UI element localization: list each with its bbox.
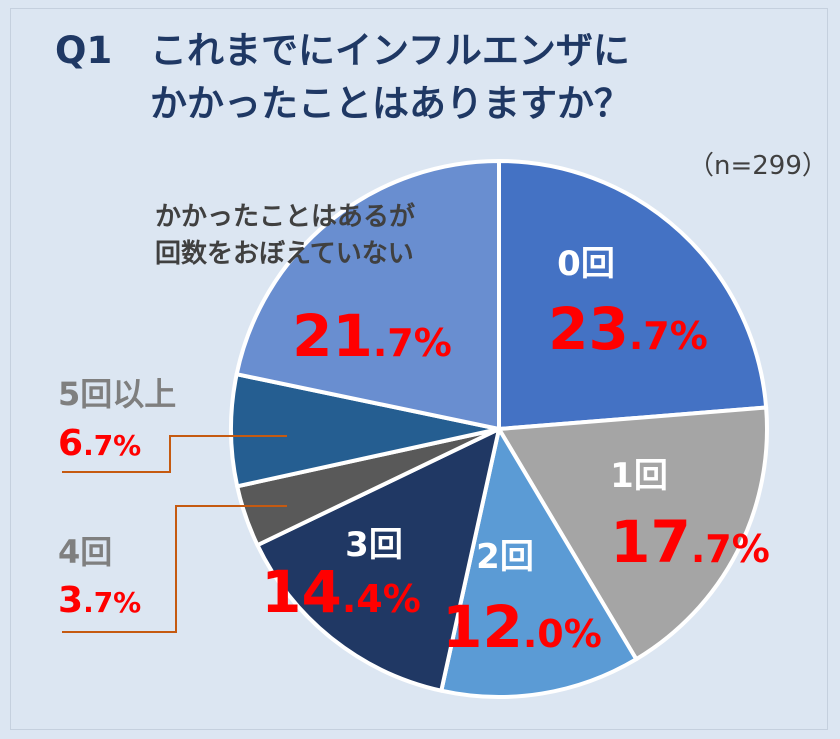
pie-slice-2 bbox=[439, 427, 639, 699]
slice-label-4: 4回 bbox=[58, 533, 112, 571]
slice-value-1: 17.7% bbox=[610, 508, 770, 576]
slice-label-3: 3回 bbox=[345, 525, 403, 565]
slice-value-0: 23.7% bbox=[548, 295, 708, 363]
slice-label-0: 0回 bbox=[557, 244, 615, 284]
slice-value-unknown: 21.7% bbox=[292, 302, 452, 370]
pie-slice-0 bbox=[497, 159, 769, 431]
pie-slice-1 bbox=[497, 405, 769, 662]
pie-slice-unknown bbox=[234, 159, 501, 431]
slice-value-2: 12.0% bbox=[442, 593, 602, 661]
slice-value-3: 14.4% bbox=[261, 558, 421, 626]
chart-title-line-2: かかったことはありますか？ bbox=[150, 82, 631, 125]
slice-label-5plus: 5回以上 bbox=[58, 375, 176, 413]
question-number: Q1 bbox=[55, 29, 113, 72]
pie-slice-5plus bbox=[229, 372, 501, 489]
card-frame bbox=[10, 8, 828, 730]
leader-line-5plus bbox=[62, 435, 287, 473]
slice-value-5plus: 6.7% bbox=[58, 423, 141, 464]
slice-label-2: 2回 bbox=[476, 537, 534, 577]
chart-title-line-1: これまでにインフルエンザに bbox=[150, 29, 630, 72]
leader-line-4 bbox=[62, 505, 287, 633]
pie-slice-3 bbox=[255, 427, 501, 693]
slice-label-1: 1回 bbox=[610, 456, 668, 496]
slice-label-unknown: かかったことはあるが回数をおぼえていない bbox=[155, 201, 415, 269]
slice-value-4: 3.7% bbox=[58, 580, 141, 621]
sample-size: （n=299） bbox=[688, 151, 828, 181]
